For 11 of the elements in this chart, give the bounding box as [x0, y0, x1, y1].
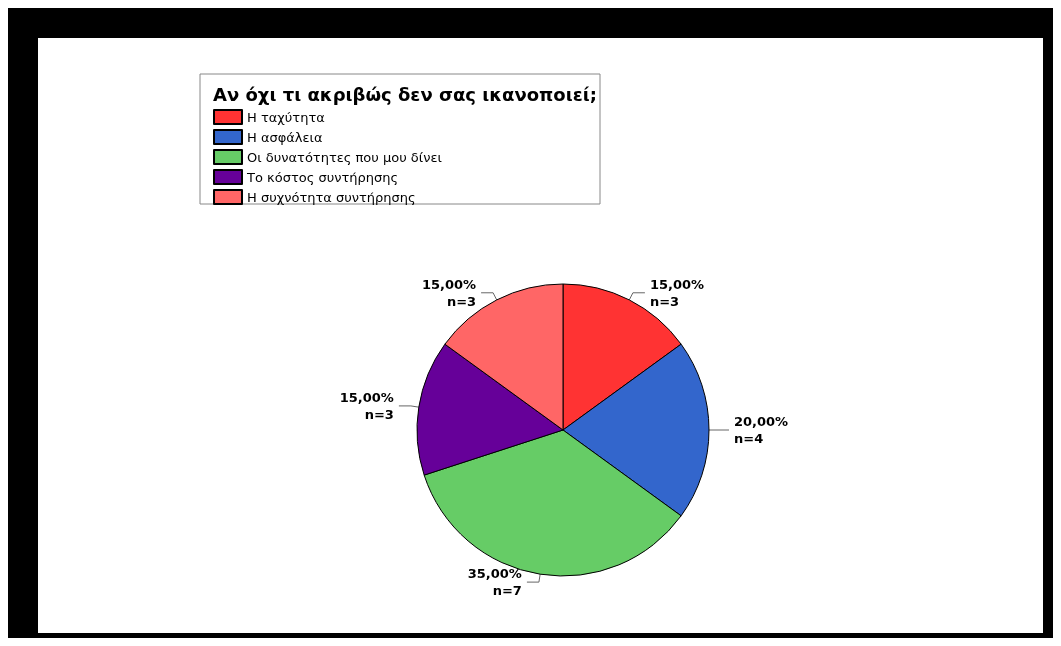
- legend-label: Οι δυνατότητες που μου δίνει: [247, 149, 442, 165]
- legend-label: Το κόστος συντήρησης: [246, 169, 399, 185]
- legend-title: Αν όχι τι ακριβώς δεν σας ικανοποιεί;: [213, 83, 597, 105]
- data-label: 15,00% n=3: [339, 389, 394, 422]
- data-label: 15,00% n=3: [649, 276, 705, 309]
- data-label: 35,00% n=7: [467, 566, 522, 599]
- data-label: 15,00% n=3: [421, 276, 477, 309]
- legend-label: Η ασφάλεια: [247, 129, 323, 145]
- data-label: 20,00% n=4: [734, 414, 789, 446]
- legend-label: Η συχνότητα συντήρησης: [247, 189, 416, 205]
- legend-label: Η ταχύτητα: [247, 109, 325, 125]
